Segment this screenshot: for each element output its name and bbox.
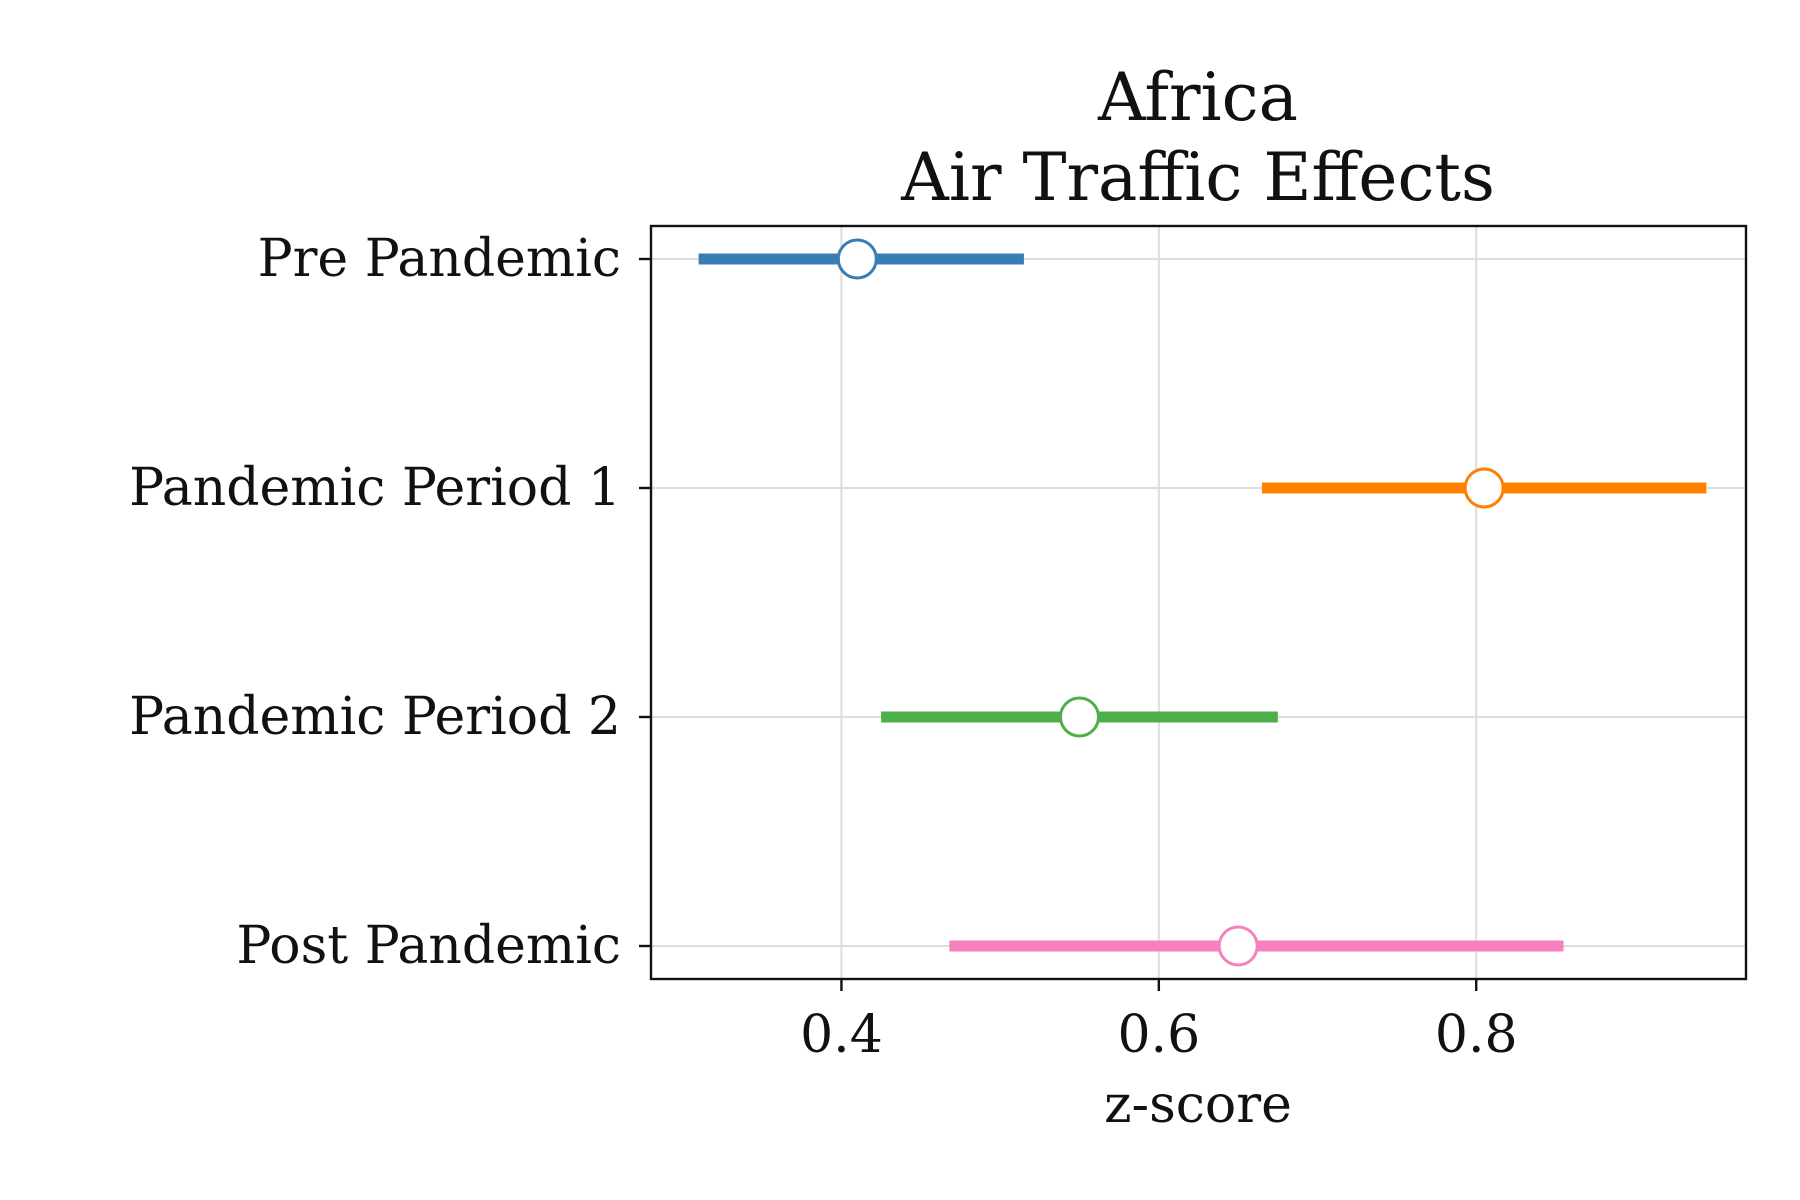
grid xyxy=(651,226,1746,979)
x-tick-label: 0.6 xyxy=(1117,1005,1200,1065)
title-line-1: Africa xyxy=(1097,59,1298,136)
title-line-2: Air Traffic Effects xyxy=(900,139,1495,216)
y-tick-label: Post Pandemic xyxy=(236,916,621,976)
x-tick-label: 0.8 xyxy=(1435,1005,1518,1065)
y-tick-label: Pandemic Period 2 xyxy=(129,687,621,747)
y-axis-ticks: Pre Pandemic Pandemic Period 1 Pandemic Pe… xyxy=(129,229,651,976)
error-bars xyxy=(698,253,1707,952)
point-estimate-marker xyxy=(1217,925,1259,967)
point-estimate-marker xyxy=(1058,696,1100,738)
y-tick-label: Pandemic Period 1 xyxy=(129,458,621,518)
plot-frame xyxy=(649,224,1748,981)
point-estimates xyxy=(836,238,1505,967)
point-estimate-marker xyxy=(1463,467,1505,509)
y-tick-label: Pre Pandemic xyxy=(258,229,621,289)
point-estimate-marker xyxy=(836,238,878,280)
x-tick-label: 0.4 xyxy=(800,1005,883,1065)
x-axis-label: z-score xyxy=(1104,1075,1292,1135)
x-axis-ticks: 0.4 0.6 0.8 xyxy=(800,979,1518,1065)
chart-title: Africa Air Traffic Effects xyxy=(900,59,1495,216)
